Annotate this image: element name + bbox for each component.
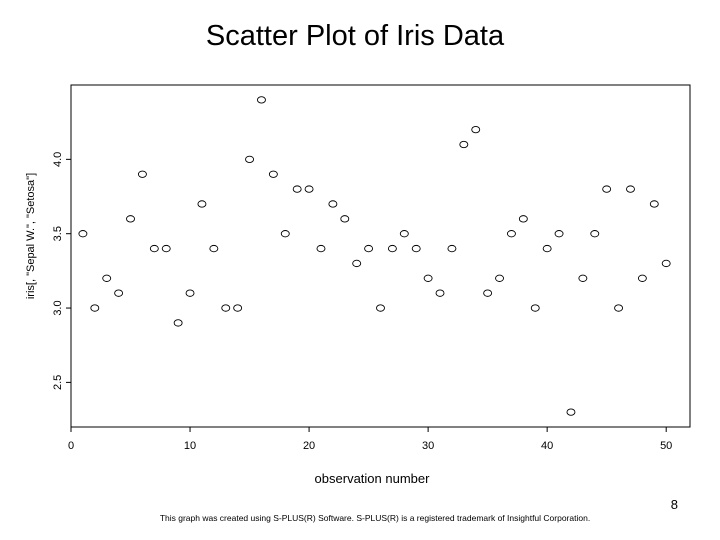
y-axis: 2.5 3.0 3.5 4.0 — [52, 152, 71, 390]
data-point — [197, 200, 207, 208]
data-points — [78, 96, 671, 416]
data-point — [459, 140, 469, 149]
data-point — [435, 289, 445, 297]
footer-note: This graph was created using S-PLUS(R) S… — [159, 513, 591, 523]
data-point — [637, 274, 647, 282]
data-point — [387, 244, 397, 253]
data-point — [292, 185, 302, 193]
data-point — [483, 289, 493, 297]
x-tick-label: 30 — [422, 440, 434, 452]
x-tick-label: 20 — [303, 440, 315, 452]
data-point — [471, 125, 481, 134]
data-point — [149, 244, 159, 253]
data-point — [518, 215, 528, 223]
data-point — [126, 215, 135, 223]
data-point — [495, 274, 504, 282]
y-axis-label: iris[, "Sepal W.", "Setosa"] — [25, 173, 37, 299]
x-tick-label: 50 — [660, 440, 672, 452]
data-point — [530, 304, 540, 312]
data-point — [233, 304, 243, 312]
data-point — [185, 289, 195, 297]
data-point — [423, 274, 433, 282]
data-point — [661, 259, 671, 268]
data-point — [399, 230, 409, 238]
data-point — [376, 304, 385, 312]
data-point — [90, 304, 100, 312]
x-axis-label: observation number — [314, 471, 430, 486]
data-point — [602, 185, 612, 193]
data-point — [578, 274, 588, 282]
data-point — [554, 230, 564, 238]
data-point — [328, 200, 338, 208]
slide-title: Scatter Plot of Iris Data — [205, 20, 505, 52]
y-tick-label: 3.5 — [52, 226, 64, 241]
data-point — [102, 274, 112, 282]
data-point — [257, 96, 266, 104]
data-point — [245, 155, 255, 163]
data-point — [173, 319, 183, 327]
x-axis: 0 10 20 30 40 50 — [68, 427, 672, 452]
x-tick-label: 10 — [184, 440, 196, 452]
data-point — [566, 408, 576, 416]
x-tick-label: 0 — [68, 440, 74, 452]
data-point — [304, 185, 314, 193]
data-point — [614, 304, 624, 312]
plot-frame — [70, 84, 691, 428]
data-point — [316, 244, 326, 253]
x-tick-label: 40 — [541, 440, 553, 452]
data-point — [542, 244, 552, 253]
data-point — [280, 230, 290, 238]
data-point — [209, 244, 219, 253]
data-point — [114, 289, 124, 297]
data-point — [340, 215, 350, 223]
data-point — [364, 244, 374, 253]
page-number: 8 — [670, 497, 678, 512]
y-tick-label: 4.0 — [52, 152, 64, 167]
data-point — [590, 230, 600, 238]
data-point — [221, 304, 231, 312]
data-point — [649, 200, 659, 208]
y-tick-label: 2.5 — [52, 375, 64, 390]
data-point — [447, 244, 457, 253]
data-point — [268, 170, 278, 178]
data-point — [78, 230, 88, 238]
data-point — [626, 185, 635, 193]
data-point — [411, 244, 421, 253]
y-tick-label: 3.0 — [52, 300, 64, 315]
data-point — [161, 244, 171, 253]
data-point — [137, 170, 147, 178]
data-point — [506, 230, 516, 238]
data-point — [352, 259, 362, 268]
